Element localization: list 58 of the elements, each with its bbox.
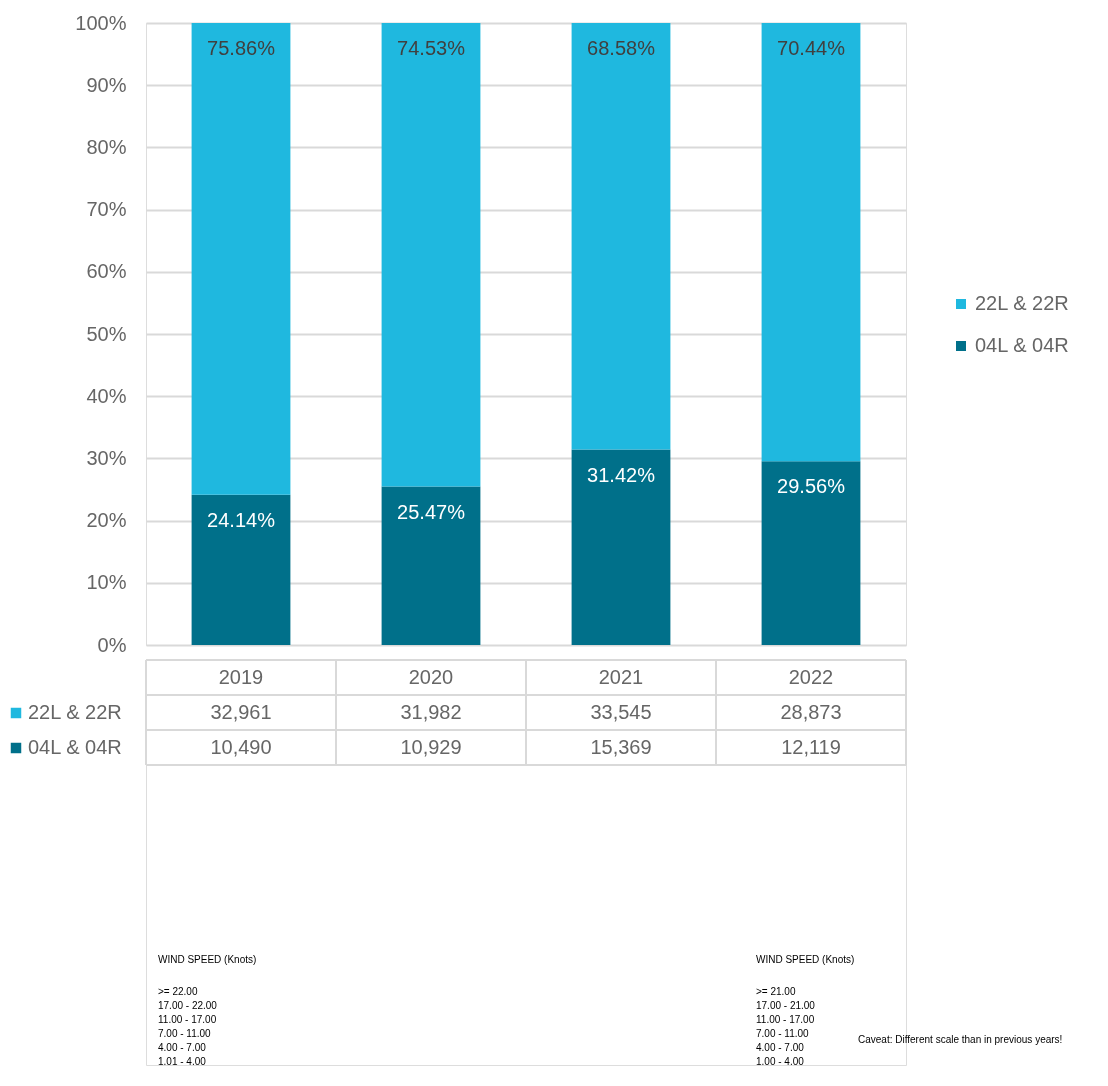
- text: 15,369: [590, 736, 652, 758]
- x-tick-label: 2022: [788, 666, 834, 688]
- text: 7.00 - 11.00: [756, 1028, 810, 1039]
- y-tick-label: 30%: [86, 446, 127, 469]
- data-label: 25.47%: [397, 500, 466, 523]
- y-tick-label: 60%: [86, 260, 127, 283]
- data-label: 24.14%: [207, 508, 276, 531]
- y-tick-label: 100%: [75, 11, 127, 34]
- text: WIND SPEED (Knots): [158, 954, 257, 965]
- data-label: 68.58%: [587, 37, 656, 59]
- y-tick-label: 10%: [86, 571, 127, 594]
- text: 31,982: [400, 701, 462, 723]
- text: 1.01 - 4.00: [158, 1056, 207, 1067]
- data-label: 31.42%: [587, 463, 656, 486]
- text: >= 21.00: [756, 986, 796, 997]
- legend-label: 22L & 22R: [975, 292, 1069, 314]
- text: 11.00 - 17.00: [756, 1014, 815, 1025]
- text: 7.00 - 11.00: [158, 1028, 212, 1039]
- y-tick-label: 20%: [86, 509, 127, 532]
- text: 11.00 - 17.00: [158, 1014, 217, 1025]
- x-tick-label: 2019: [218, 666, 264, 688]
- bar: [381, 486, 481, 645]
- text: 4.00 - 7.00: [756, 1042, 805, 1053]
- x-tick-label: 2021: [598, 666, 644, 688]
- bar: [571, 23, 671, 450]
- y-tick-label: 0%: [97, 633, 127, 656]
- y-tick-label: 90%: [86, 73, 127, 96]
- bar: [761, 461, 861, 645]
- text: 33,545: [590, 701, 652, 723]
- bar: [381, 23, 481, 487]
- y-tick-label: 40%: [86, 384, 127, 407]
- data-label: 29.56%: [777, 475, 846, 498]
- text: 10,490: [210, 736, 272, 758]
- bar: [191, 494, 291, 645]
- data-label: 75.86%: [207, 37, 276, 59]
- text: 04L & 04R: [975, 334, 1069, 356]
- text: Caveat: Different scale than in previous years!: [858, 1034, 1063, 1045]
- text: 17.00 - 21.00: [756, 1000, 816, 1011]
- text: 22L & 22R: [28, 701, 122, 723]
- text: >= 22.00: [158, 986, 198, 997]
- text: 10,929: [400, 736, 462, 758]
- legend-label: 04L & 04R: [28, 736, 122, 758]
- x-tick-label: 2020: [408, 666, 454, 688]
- data-label: 74.53%: [397, 37, 466, 59]
- y-tick-label: 80%: [86, 135, 127, 158]
- data-label: 70.44%: [777, 37, 846, 59]
- bar: [191, 23, 291, 495]
- y-tick-label: 70%: [86, 198, 127, 221]
- y-tick-label: 50%: [86, 322, 127, 345]
- text: 4.00 - 7.00: [158, 1042, 207, 1053]
- bar: [571, 449, 671, 645]
- text: 28,873: [780, 701, 842, 723]
- text: 12,119: [781, 736, 841, 758]
- text: 1.00 - 4.00: [756, 1056, 805, 1067]
- text: WIND SPEED (Knots): [756, 954, 855, 965]
- bar: [761, 23, 861, 462]
- text: 32,961: [210, 701, 272, 723]
- text: 17.00 - 22.00: [158, 1000, 218, 1011]
